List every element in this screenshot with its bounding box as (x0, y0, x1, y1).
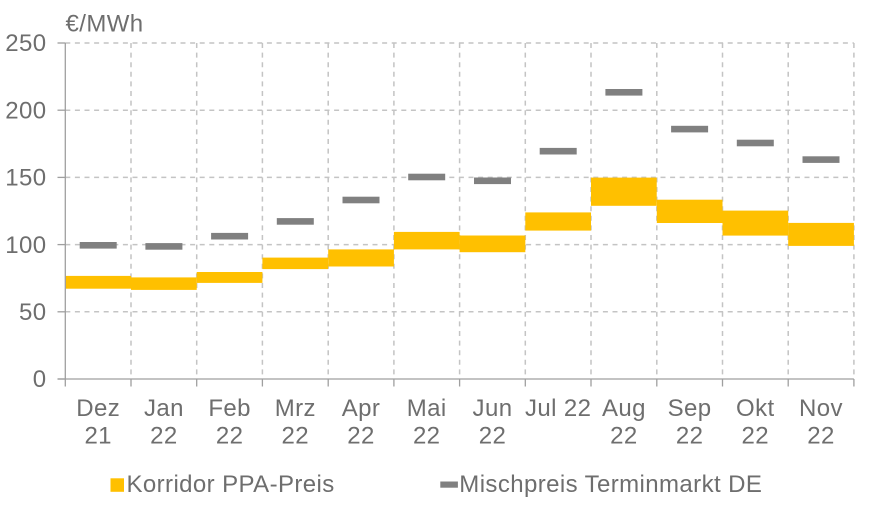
svg-text:22: 22 (742, 423, 770, 450)
svg-text:Mischpreis Terminmarkt DE: Mischpreis Terminmarkt DE (459, 471, 762, 498)
svg-text:Feb: Feb (208, 395, 251, 422)
svg-text:Apr: Apr (342, 395, 381, 422)
svg-text:Dez: Dez (76, 395, 120, 422)
svg-text:Mai: Mai (407, 395, 447, 422)
svg-text:Korridor PPA-Preis: Korridor PPA-Preis (127, 471, 335, 498)
svg-text:22: 22 (150, 423, 178, 450)
svg-text:€/MWh: €/MWh (66, 11, 144, 38)
svg-text:22: 22 (479, 423, 507, 450)
svg-text:250: 250 (5, 30, 46, 57)
svg-text:Okt: Okt (736, 395, 775, 422)
svg-text:22: 22 (413, 423, 441, 450)
svg-text:22: 22 (216, 423, 244, 450)
svg-text:Jun: Jun (473, 395, 513, 422)
svg-text:Jan: Jan (144, 395, 184, 422)
svg-text:200: 200 (5, 97, 46, 124)
svg-text:22: 22 (807, 423, 835, 450)
svg-text:22: 22 (676, 423, 704, 450)
svg-text:Jul 22: Jul 22 (525, 395, 591, 422)
svg-text:22: 22 (282, 423, 310, 450)
svg-text:50: 50 (19, 299, 47, 326)
svg-text:0: 0 (33, 366, 47, 393)
svg-text:Nov: Nov (799, 395, 843, 422)
svg-text:22: 22 (610, 423, 638, 450)
svg-text:Sep: Sep (668, 395, 712, 422)
svg-text:150: 150 (5, 165, 46, 192)
svg-text:22: 22 (347, 423, 375, 450)
svg-text:100: 100 (5, 232, 46, 259)
svg-text:21: 21 (84, 423, 112, 450)
svg-text:Aug: Aug (602, 395, 646, 422)
svg-text:Mrz: Mrz (275, 395, 316, 422)
